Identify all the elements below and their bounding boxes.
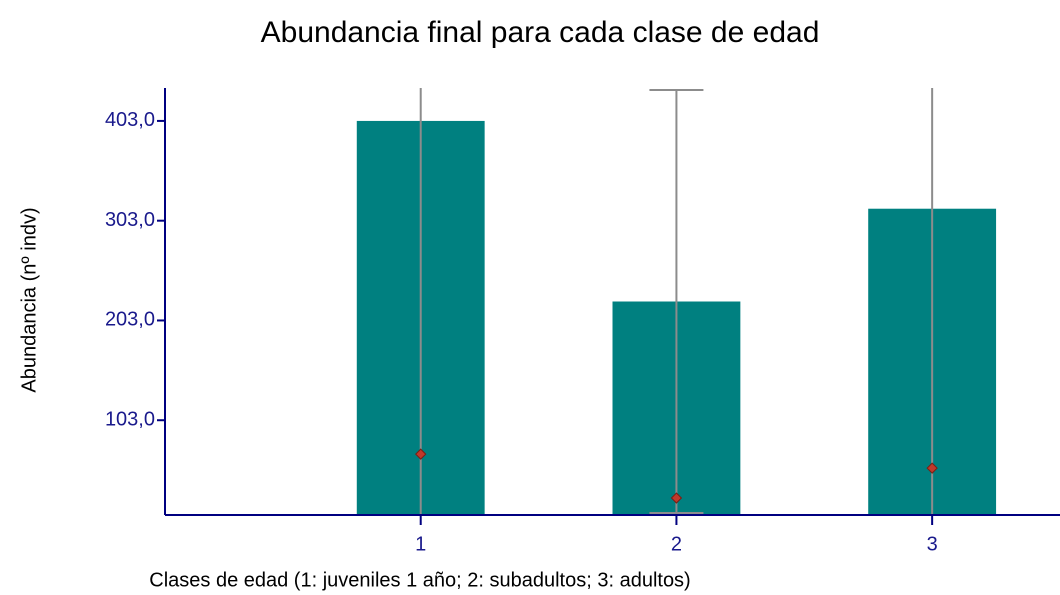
- x-tick-label: 1: [415, 533, 426, 555]
- marker: [670, 492, 683, 504]
- marker: [415, 448, 427, 460]
- error-bar: [649, 88, 704, 515]
- chart-title: Abundancia final para cada clase de edad: [261, 16, 820, 49]
- y-tick-label: 403,0: [105, 109, 155, 131]
- x-axis-label: Clases de edad (1: juveniles 1 año; 2: s…: [149, 569, 690, 591]
- y-tick-label: 303,0: [105, 209, 155, 231]
- y-tick-label: 103,0: [105, 409, 155, 431]
- y-axis-label: Abundancia (nº indv): [18, 207, 40, 392]
- x-tick-label: 2: [671, 533, 682, 555]
- plot-area: [356, 88, 997, 515]
- y-tick-label: 203,0: [105, 309, 155, 331]
- x-tick-label: 3: [927, 533, 938, 555]
- marker: [926, 462, 938, 474]
